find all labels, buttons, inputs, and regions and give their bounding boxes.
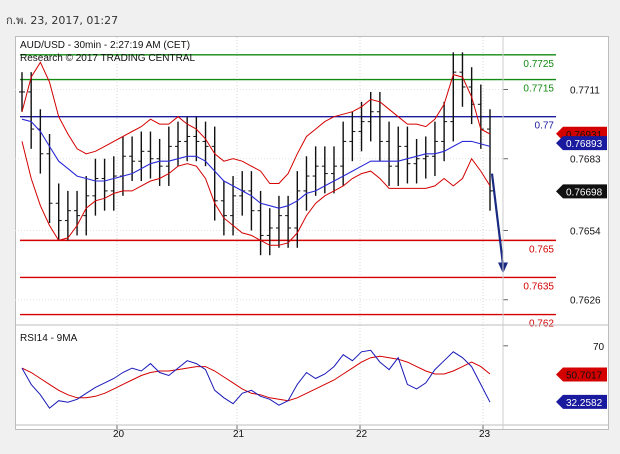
level-label: 0.77 bbox=[535, 121, 555, 132]
rsi-panel-title: RSI14 - 9MA bbox=[20, 333, 78, 344]
x-tick-label: 20 bbox=[113, 429, 125, 440]
moving-average-line bbox=[21, 118, 491, 209]
level-label: 0.7725 bbox=[523, 59, 554, 70]
grid-layer: 20 21 22 23 0.7711 0.7683 0.7654 0.7626 70 bbox=[15, 37, 605, 440]
rsi-value-tag-shape bbox=[556, 367, 607, 382]
levels-layer: 0.7725 0.7715 0.77 0.765 0.7635 0.762 bbox=[20, 54, 556, 330]
chart-title: AUD/USD - 30min - 2:27:19 AM (CET) bbox=[20, 40, 190, 51]
forecast-arrow bbox=[490, 173, 505, 265]
chart-credit: Research © 2017 TRADING CENTRAL bbox=[20, 53, 195, 64]
level-label: 0.7635 bbox=[523, 281, 554, 292]
rsi-line bbox=[21, 349, 491, 409]
lower-band-line bbox=[21, 141, 491, 246]
y-tick-label: 0.7683 bbox=[570, 155, 601, 166]
rsi-value-tag-shape bbox=[556, 394, 607, 409]
price-value-tag-label: 0.76893 bbox=[566, 139, 603, 150]
level-label: 0.765 bbox=[529, 244, 554, 255]
upper-band-line bbox=[21, 61, 491, 184]
price-value-tag-label: 0.76931 bbox=[566, 130, 603, 141]
price-value-tag-shape bbox=[556, 184, 607, 199]
rsi-y-tick-label: 70 bbox=[593, 342, 605, 353]
price-value-tag-shape bbox=[556, 136, 607, 151]
x-tick-label: 22 bbox=[356, 429, 368, 440]
y-tick-label: 0.7711 bbox=[570, 85, 600, 96]
level-label: 0.7715 bbox=[523, 84, 554, 95]
series-layer bbox=[19, 52, 508, 409]
price-value-tag-label: 0.76698 bbox=[566, 187, 603, 198]
rsi-value-tag-label: 32.2582 bbox=[566, 398, 603, 409]
level-label: 0.762 bbox=[529, 319, 554, 330]
y-tick-label: 0.7654 bbox=[570, 226, 601, 237]
chart-frame bbox=[15, 36, 609, 430]
rsi-ma-line bbox=[21, 355, 491, 402]
timestamp: ก.พ. 23, 2017, 01:27 bbox=[6, 14, 119, 27]
rsi-value-tag-label: 50.7017 bbox=[566, 370, 603, 381]
y-tick-label: 0.7626 bbox=[570, 296, 601, 307]
x-tick-label: 21 bbox=[233, 429, 245, 440]
x-tick-label: 23 bbox=[479, 429, 491, 440]
